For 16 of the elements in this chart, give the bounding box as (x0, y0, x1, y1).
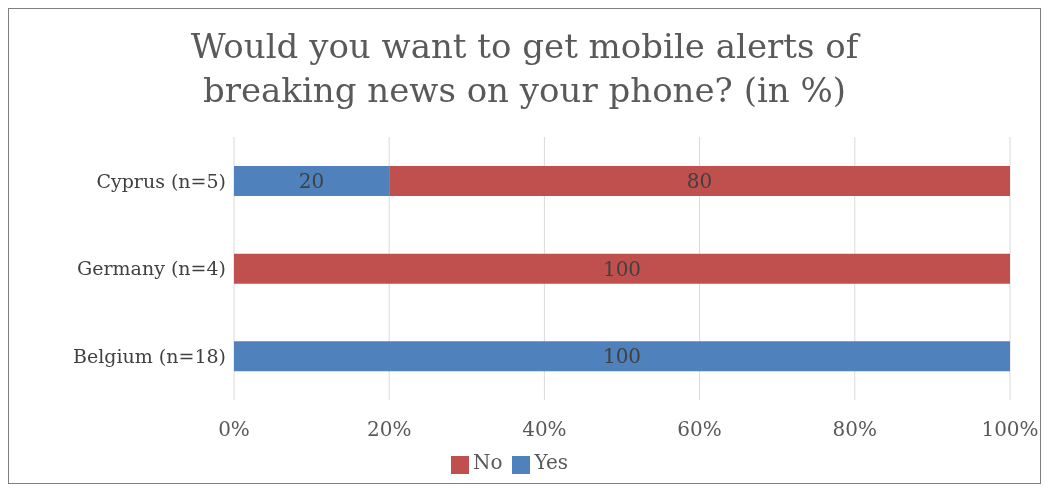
x-tick-label: 80% (832, 417, 878, 442)
x-tick-label: 100% (981, 417, 1039, 442)
data-label: 80 (686, 169, 713, 193)
y-tick-label: Cyprus (n=5) (96, 169, 226, 192)
x-tick-label: 40% (522, 417, 567, 442)
data-label: 100 (602, 344, 642, 369)
y-tick-label: Germany (n=4) (77, 257, 226, 280)
data-label: 100 (602, 256, 642, 281)
chart-title: Would you want to get mobile alerts of breaking news on your phone? (in %) (189, 25, 862, 112)
legend-label: Yes (534, 450, 569, 474)
y-tick-label: Belgium (n=18) (73, 344, 226, 367)
x-tick-label: 0% (218, 417, 250, 442)
data-label: 20 (298, 169, 325, 193)
legend-label: No (472, 450, 503, 474)
x-tick-label: 20% (366, 417, 412, 442)
x-tick-label: 60% (677, 417, 722, 442)
